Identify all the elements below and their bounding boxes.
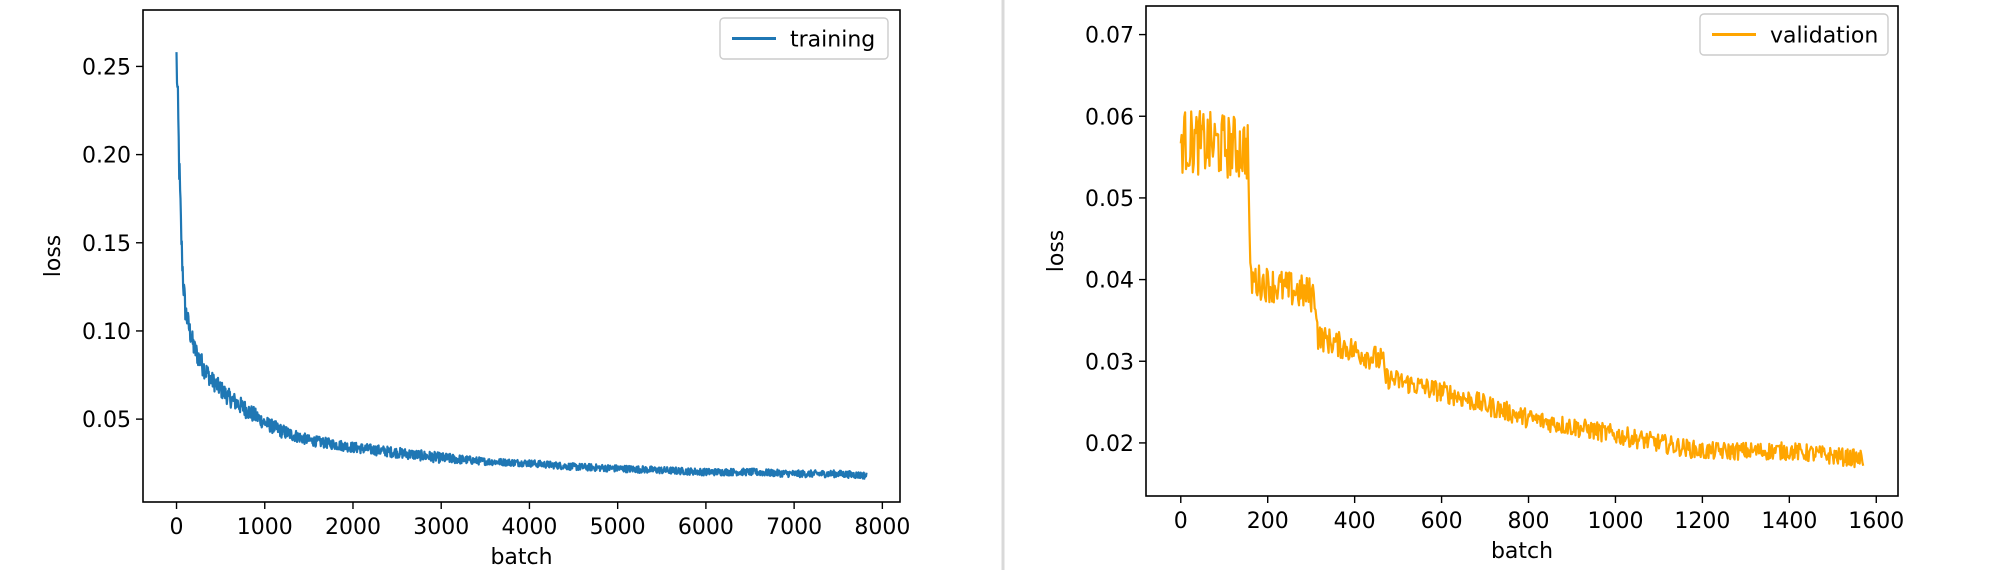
x-tick-label: 5000 [590,515,646,540]
training-y-axis-label: loss [41,235,66,278]
training-legend: training [719,17,889,60]
x-tick-label: 3000 [413,515,469,540]
y-tick-label: 0.06 [1085,105,1134,130]
training-plot-frame [142,9,901,503]
training-legend-label: training [790,28,875,53]
x-tick-label: 6000 [678,515,734,540]
y-tick-label: 0.03 [1085,350,1134,375]
validation-legend: validation [1699,13,1889,56]
validation-y-axis-label: loss [1044,230,1069,273]
validation-loss-chart: 0 200 400 600 800 1000 1200 1400 1600 0.020.030.… [1044,5,1904,564]
training-series-layer [175,52,868,480]
y-tick-label: 0.07 [1085,24,1134,49]
x-tick-label: 1600 [1848,509,1904,534]
x-tick-label: 400 [1334,509,1376,534]
training-legend-box [719,17,889,60]
validation-x-axis-label: batch [1491,539,1553,564]
x-tick-label: 0 [170,515,184,540]
y-tick-label: 0.02 [1085,432,1134,457]
y-tick-label: 0.15 [82,232,131,257]
y-tick-label: 0.10 [82,320,131,345]
training-y-axis: 0.05 0.10 0.15 0.20 0.25 [82,55,143,433]
x-tick-label: 1000 [1587,509,1643,534]
validation-y-axis: 0.02 0.03 0.04 0.05 0.06 0.07 [1085,24,1146,457]
validation-x-axis: 0 200 400 600 800 1000 1200 1400 1600 [1174,496,1904,534]
x-tick-label: 0 [1174,509,1188,534]
x-tick-label: 4000 [501,515,557,540]
validation-legend-label: validation [1770,24,1878,49]
y-tick-label: 0.20 [82,144,131,169]
training-x-axis: 0 1000 2000 3000 4000 5000 6000 7000 8000 [170,502,910,540]
training-loss-chart: 0 1000 2000 3000 4000 5000 6000 7000 8000 0.050.… [41,9,910,570]
x-tick-label: 1000 [237,515,293,540]
x-tick-label: 1200 [1674,509,1730,534]
x-tick-label: 200 [1247,509,1289,534]
x-tick-label: 1400 [1761,509,1817,534]
validation-legend-box [1699,13,1889,56]
training-x-axis-label: batch [490,545,552,570]
x-tick-label: 7000 [766,515,822,540]
x-tick-label: 600 [1421,509,1463,534]
y-tick-label: 0.05 [82,408,131,433]
validation-plot-frame [1145,5,1899,497]
y-tick-label: 0.04 [1085,269,1134,294]
y-tick-label: 0.05 [1085,187,1134,212]
x-tick-label: 800 [1508,509,1550,534]
y-tick-label: 0.25 [82,55,131,80]
x-tick-label: 2000 [325,515,381,540]
x-tick-label: 8000 [854,515,910,540]
series-line-training [175,52,868,480]
series-line-validation [1179,110,1865,469]
validation-series-layer [1179,110,1865,469]
